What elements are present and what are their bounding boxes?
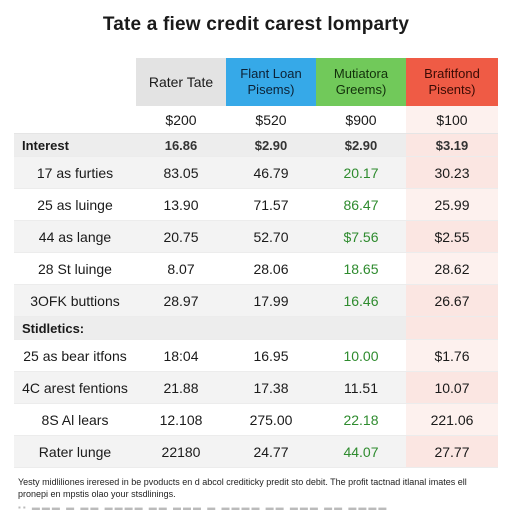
- header-blank: [14, 58, 136, 106]
- cell-value: 17.38: [226, 371, 316, 404]
- cell-value: 10.00: [316, 339, 406, 372]
- header-mutiatora-label: Mutiatora Greems): [333, 66, 389, 97]
- row-label: Rater lunge: [14, 435, 136, 468]
- header-flant-loan-label: Flant Loan Pisems): [240, 66, 302, 97]
- section-statistics-label: Stidletics:: [14, 316, 136, 340]
- section-empty-cell: [406, 316, 498, 340]
- table-header-row: Rater Tate Flant Loan Pisems) Mutiatora …: [14, 58, 498, 106]
- cropped-text-line: ▪▪ ▬▬▬ ▬ ▬▬ ▬▬▬▬ ▬▬ ▬▬▬ ▬ ▬▬▬▬ ▬▬ ▬▬▬ ▬▬…: [18, 503, 389, 512]
- cell-value: 11.51: [316, 371, 406, 404]
- table-row: 17 as furties 83.05 46.79 20.17 30.23: [14, 156, 498, 189]
- section-empty-cell: [226, 316, 316, 340]
- row-label: 17 as furties: [14, 156, 136, 189]
- cell-value: 86.47: [316, 188, 406, 221]
- section-value-cell: $2.90: [316, 133, 406, 157]
- comparison-table: Rater Tate Flant Loan Pisems) Mutiatora …: [14, 58, 498, 468]
- cell-value: 30.23: [406, 156, 498, 189]
- cell-value: 18:04: [136, 339, 226, 372]
- page-title: Tate a fiew credit carest lomparty: [102, 14, 410, 35]
- row-label: 25 as luinge: [14, 188, 136, 221]
- cell-value: 28.97: [136, 284, 226, 317]
- cell-value: $7.56: [316, 220, 406, 253]
- row-label: 28 St luinge: [14, 252, 136, 285]
- cell-value: 26.67: [406, 284, 498, 317]
- header-mutiatora: Mutiatora Greems): [316, 58, 406, 106]
- amount-cell: $100: [406, 106, 498, 134]
- row-label: 3OFK buttions: [14, 284, 136, 317]
- section-interest-label: Interest: [14, 133, 136, 157]
- header-brafitfond-label: Brafitfond Pisents): [424, 66, 480, 97]
- table-row: 3OFK buttions 28.97 17.99 16.46 26.67: [14, 284, 498, 317]
- cell-value: 27.77: [406, 435, 498, 468]
- section-statistics-row: Stidletics:: [14, 316, 498, 340]
- cell-value: 10.07: [406, 371, 498, 404]
- cell-value: 12.108: [136, 403, 226, 436]
- table-row: 28 St luinge 8.07 28.06 18.65 28.62: [14, 252, 498, 285]
- header-brafitfond: Brafitfond Pisents): [406, 58, 498, 106]
- amount-label-cell: [14, 106, 136, 134]
- table-row: 44 as lange 20.75 52.70 $7.56 $2.55: [14, 220, 498, 253]
- cell-value: 28.62: [406, 252, 498, 285]
- footnote: Yesty midliliones ireresed in be pvoduct…: [18, 477, 467, 499]
- section-empty-cell: [316, 316, 406, 340]
- cell-value: 83.05: [136, 156, 226, 189]
- table-row: 4C arest fentions 21.88 17.38 11.51 10.0…: [14, 371, 498, 404]
- cell-value: 275.00: [226, 403, 316, 436]
- header-rater-tate: Rater Tate: [136, 58, 226, 106]
- cell-value: 22.18: [316, 403, 406, 436]
- table-row: 8S Al lears 12.108 275.00 22.18 221.06: [14, 403, 498, 436]
- header-flant-loan: Flant Loan Pisems): [226, 58, 316, 106]
- section-empty-cell: [136, 316, 226, 340]
- amount-row: $200 $520 $900 $100: [14, 106, 498, 134]
- cell-value: 8.07: [136, 252, 226, 285]
- cell-value: 21.88: [136, 371, 226, 404]
- amount-cell: $200: [136, 106, 226, 134]
- cell-value: 20.17: [316, 156, 406, 189]
- row-label: 8S Al lears: [14, 403, 136, 436]
- row-label: 25 as bear itfons: [14, 339, 136, 372]
- row-label: 4C arest fentions: [14, 371, 136, 404]
- row-label: 44 as lange: [14, 220, 136, 253]
- cell-value: $2.55: [406, 220, 498, 253]
- cell-value: 221.06: [406, 403, 498, 436]
- cell-value: 24.77: [226, 435, 316, 468]
- cell-value: 17.99: [226, 284, 316, 317]
- cell-value: 20.75: [136, 220, 226, 253]
- table-row: 25 as bear itfons 18:04 16.95 10.00 $1.7…: [14, 339, 498, 372]
- cell-value: 22180: [136, 435, 226, 468]
- cell-value: 16.95: [226, 339, 316, 372]
- cell-value: 46.79: [226, 156, 316, 189]
- cell-value: 16.46: [316, 284, 406, 317]
- cell-value: 25.99: [406, 188, 498, 221]
- cell-value: 52.70: [226, 220, 316, 253]
- cell-value: $1.76: [406, 339, 498, 372]
- section-value-cell: 16.86: [136, 133, 226, 157]
- cell-value: 13.90: [136, 188, 226, 221]
- cell-value: 18.65: [316, 252, 406, 285]
- table-row: Rater lunge 22180 24.77 44.07 27.77: [14, 435, 498, 468]
- amount-cell: $520: [226, 106, 316, 134]
- section-value-cell: $2.90: [226, 133, 316, 157]
- cell-value: 71.57: [226, 188, 316, 221]
- cell-value: 28.06: [226, 252, 316, 285]
- section-value-cell: $3.19: [406, 133, 498, 157]
- table-row: 25 as luinge 13.90 71.57 86.47 25.99: [14, 188, 498, 221]
- cell-value: 44.07: [316, 435, 406, 468]
- section-interest-row: Interest 16.86 $2.90 $2.90 $3.19: [14, 133, 498, 157]
- amount-cell: $900: [316, 106, 406, 134]
